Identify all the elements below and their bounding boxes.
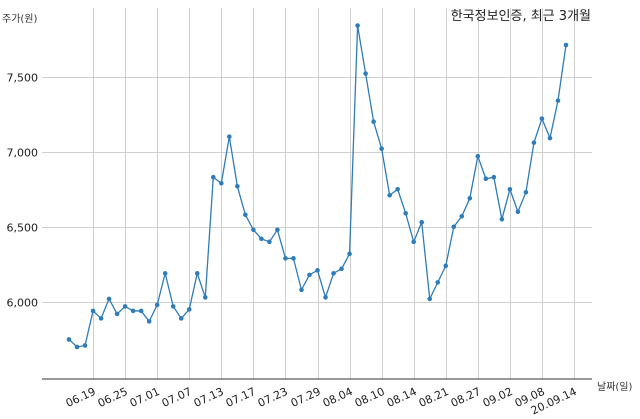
y-axis-label: 주가(원): [2, 13, 38, 25]
data-point: [170, 304, 176, 309]
data-point: [251, 227, 256, 233]
data-point: [411, 239, 416, 245]
data-point: [146, 319, 152, 324]
data-point: [259, 236, 264, 242]
data-point: [523, 189, 529, 195]
y-tick-label: 7,000: [7, 147, 39, 160]
x-tick-label: 07.23: [256, 385, 290, 410]
x-tick-label: 08.04: [321, 385, 355, 410]
price-series-line: [68, 25, 567, 348]
x-tick-label: 07.01: [128, 385, 162, 410]
data-point: [443, 263, 449, 269]
data-point: [98, 316, 104, 321]
data-point: [74, 344, 80, 350]
data-point: [347, 251, 352, 257]
data-point: [515, 209, 521, 215]
data-point: [114, 311, 120, 317]
data-point: [194, 271, 200, 276]
data-point: [307, 272, 312, 278]
data-point: [331, 271, 336, 276]
x-tick-label: 08.14: [385, 385, 419, 410]
data-point: [90, 308, 96, 314]
x-axis-ticks: 06.1906.2507.0107.0707.1307.1707.2307.29…: [64, 385, 579, 417]
data-point: [475, 153, 481, 159]
data-point: [395, 186, 400, 192]
data-point: [435, 280, 441, 285]
data-point: [339, 266, 344, 272]
data-point: [355, 23, 360, 28]
data-point: [387, 192, 392, 198]
data-point: [315, 268, 320, 273]
data-point: [162, 271, 168, 276]
x-tick-label: 06.19: [64, 385, 98, 410]
data-point: [267, 239, 272, 245]
y-tick-label: 6,500: [7, 222, 39, 235]
x-tick-label: 08.27: [449, 385, 483, 410]
data-point: [507, 186, 513, 192]
data-point: [130, 308, 136, 314]
data-point: [427, 296, 433, 302]
data-point: [323, 295, 328, 300]
y-axis-ticks: 6,000 6,500 7,000 7,500: [7, 72, 39, 310]
data-point: [363, 71, 368, 76]
data-point: [66, 337, 72, 342]
data-point: [275, 227, 280, 233]
data-point: [122, 304, 128, 309]
data-point: [483, 176, 489, 182]
grid-lines: [42, 8, 592, 379]
x-tick-label: 08.21: [417, 385, 451, 410]
data-point: [491, 174, 497, 180]
data-point: [283, 256, 288, 261]
data-point: [202, 295, 208, 300]
data-point: [555, 98, 561, 103]
data-point: [138, 308, 144, 314]
data-point: [186, 307, 192, 312]
x-tick-label: 09.02: [481, 385, 515, 410]
data-point: [467, 195, 473, 201]
data-point: [419, 219, 425, 225]
data-point: [371, 119, 376, 124]
data-point: [403, 210, 408, 216]
data-point: [531, 140, 537, 145]
data-point: [219, 180, 224, 186]
data-point: [291, 256, 296, 261]
data-point: [563, 42, 569, 48]
data-point: [459, 213, 465, 219]
data-point: [178, 316, 184, 321]
data-point: [451, 224, 457, 230]
x-tick-label: 07.07: [160, 385, 194, 410]
price-data-points: [66, 23, 569, 350]
data-point: [539, 116, 545, 121]
chart-title: 한국정보인증, 최근 3개월: [451, 9, 591, 24]
x-tick-label: 07.17: [224, 385, 258, 410]
data-point: [154, 302, 160, 308]
data-point: [227, 134, 232, 139]
data-point: [299, 287, 304, 293]
y-tick-label: 7,500: [7, 72, 39, 85]
data-point: [547, 135, 553, 141]
data-point: [499, 216, 505, 222]
data-point: [379, 146, 384, 151]
data-point: [243, 212, 248, 218]
x-tick-label: 07.29: [289, 385, 323, 410]
y-tick-label: 6,000: [7, 297, 39, 310]
data-point: [82, 343, 88, 348]
x-tick-label: 06.25: [96, 385, 130, 410]
x-axis-label: 날짜(일): [597, 381, 633, 393]
data-point: [106, 296, 112, 302]
data-point: [235, 183, 240, 189]
x-tick-label: 08.10: [353, 385, 387, 410]
data-point: [210, 174, 216, 180]
x-tick-label: 07.13: [192, 385, 226, 410]
